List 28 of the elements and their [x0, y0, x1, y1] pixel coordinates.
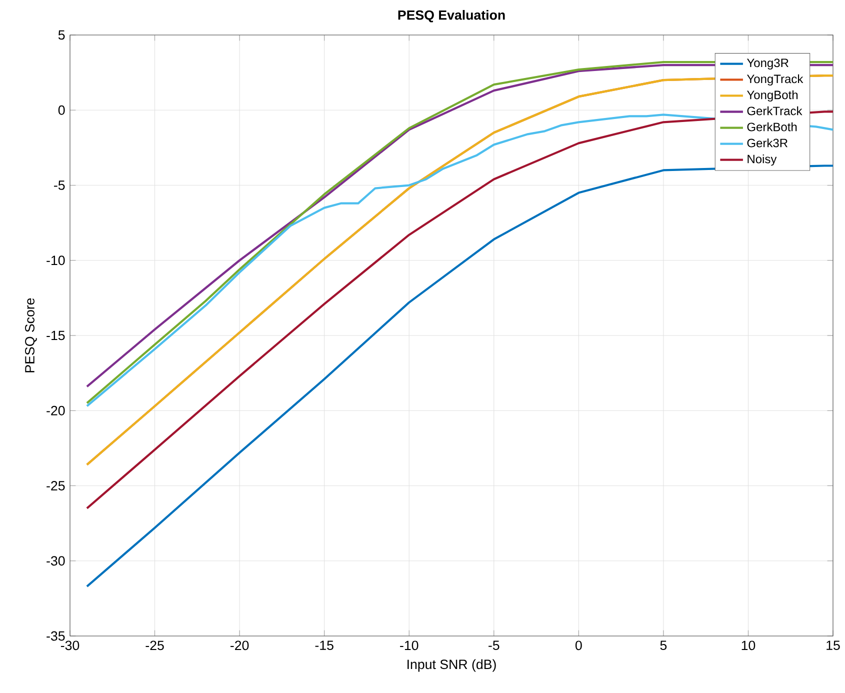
chart-title: PESQ Evaluation [398, 10, 505, 22]
x-tick-label: 10 [742, 640, 756, 650]
x-tick-label: -10 [400, 640, 418, 650]
y-axis-title: PESQ Score [25, 298, 37, 372]
x-tick-label: -20 [230, 640, 249, 650]
y-tick-label: -5 [54, 180, 65, 190]
y-tick-label: -15 [46, 330, 65, 340]
y-tick-label: -20 [46, 406, 65, 416]
x-tick-label: -5 [488, 640, 500, 650]
legend-label: GerkTrack [747, 106, 802, 116]
legend-label: YongTrack [746, 74, 804, 86]
y-tick-label: -10 [46, 256, 65, 266]
x-tick-label: -25 [146, 640, 164, 650]
y-tick-label: -30 [46, 556, 65, 566]
x-axis-title: Input SNR (dB) [408, 659, 496, 672]
x-tick-label: 0 [575, 640, 582, 650]
y-tick-label: -35 [46, 631, 65, 641]
x-tick-label: 5 [660, 640, 667, 650]
legend-label: Yong3R [746, 58, 788, 70]
x-tick-label: 15 [826, 640, 840, 650]
y-tick-label: -25 [46, 481, 65, 490]
legend-label: GerkBoth [747, 122, 797, 132]
y-tick-label: 5 [58, 30, 65, 40]
x-tick-label: -15 [315, 640, 334, 650]
legend-label: Gerk3R [747, 138, 788, 148]
legend-label: YongBoth [746, 90, 798, 102]
legend-label: Noisy [748, 154, 777, 166]
y-tick-label: 0 [58, 105, 65, 115]
